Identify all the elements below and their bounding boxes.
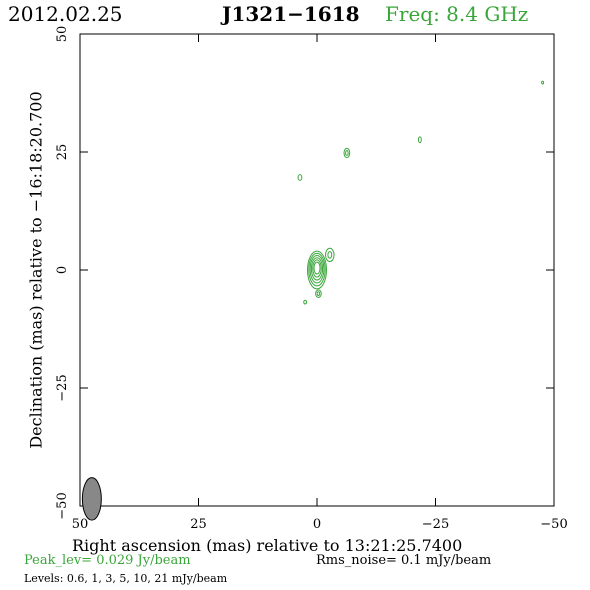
contour-blob-n-inner <box>345 150 349 156</box>
peak-level: Peak_lev= 0.029 Jy/beam <box>24 553 191 568</box>
contour-level-core <box>308 252 326 287</box>
y-axis-title: Declination (mas) relative to −16:18:20.… <box>26 91 46 449</box>
frequency-label: Freq: 8.4 GHz <box>385 2 529 26</box>
x-tick-label: −25 <box>422 517 449 532</box>
contour-blob-n <box>343 147 351 159</box>
y-tick-label: 50 <box>55 26 70 43</box>
y-tick-label: 25 <box>55 144 70 161</box>
y-tick-label: 0 <box>55 266 70 274</box>
contour-level-core <box>310 257 324 281</box>
source-name: J1321−1618 <box>222 2 360 26</box>
contour-blob-nw <box>297 174 303 181</box>
x-axis-title: Right ascension (mas) relative to 13:21:… <box>72 536 463 555</box>
contour-blob-s-inner <box>316 291 321 296</box>
contour-blob-s <box>315 289 322 298</box>
contour-blob-far <box>541 80 545 85</box>
contour-level-core <box>312 259 322 278</box>
contour-levels: Levels: 0.6, 1, 3, 5, 10, 21 mJy/beam <box>24 572 228 585</box>
contour-level-core <box>313 261 321 275</box>
contour-level-core <box>309 255 325 284</box>
contour-blob-ne <box>417 136 422 144</box>
beam-ellipse <box>81 477 102 521</box>
rms-noise: Rms_noise= 0.1 mJy/beam <box>316 553 492 568</box>
contour-knot-inner <box>327 251 333 259</box>
x-tick-label: 50 <box>72 517 89 532</box>
plot-frame <box>79 33 555 507</box>
contour-knot <box>325 247 335 263</box>
x-tick-label: 25 <box>190 517 207 532</box>
x-tick-label: 0 <box>313 517 321 532</box>
y-tick-label: −50 <box>55 492 70 519</box>
contour-level-core <box>307 250 327 290</box>
x-tick-label: −50 <box>540 517 567 532</box>
y-tick-label: −25 <box>55 374 70 401</box>
contour-blob-sw <box>303 299 308 305</box>
epoch-date: 2012.02.25 <box>8 2 123 26</box>
